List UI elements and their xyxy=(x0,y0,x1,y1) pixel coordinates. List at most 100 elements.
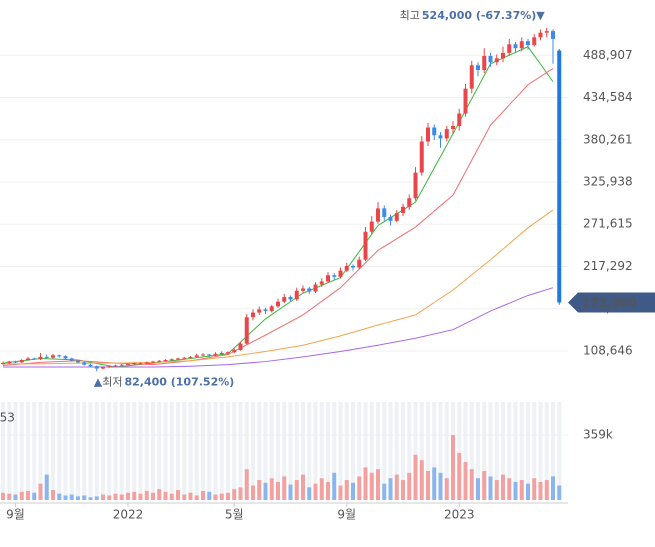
volume-bar xyxy=(176,490,180,500)
candle-body xyxy=(326,275,330,282)
candle-body xyxy=(238,343,243,350)
candle-body xyxy=(126,363,130,365)
candle-body xyxy=(426,127,430,142)
volume-bar xyxy=(351,482,355,500)
volume-bar xyxy=(238,487,243,500)
volume-stripe xyxy=(394,402,399,500)
volume-stripe xyxy=(476,402,480,500)
volume-bar xyxy=(451,434,455,500)
volume-bar xyxy=(332,472,337,500)
volume-stripe xyxy=(19,402,24,500)
candle-body xyxy=(501,52,505,59)
candle-body xyxy=(132,363,137,365)
candle-body xyxy=(388,216,393,221)
volume-stripe xyxy=(57,402,62,500)
volume-bar xyxy=(82,495,87,500)
volume-bar xyxy=(138,493,143,500)
volume-stripe xyxy=(388,402,393,500)
candle-body xyxy=(469,65,474,89)
candle-body xyxy=(463,88,468,114)
volume-stripe xyxy=(144,402,149,500)
volume-stripe xyxy=(288,402,293,500)
candle-body xyxy=(257,309,262,313)
moving-average xyxy=(3,209,554,365)
price-label-box xyxy=(568,292,655,313)
volume-bar xyxy=(426,471,430,500)
volume-stripe xyxy=(457,402,462,500)
candle-body xyxy=(207,354,212,356)
candle-body xyxy=(301,288,305,291)
volume-stripe xyxy=(444,402,449,500)
volume-stripe xyxy=(326,402,330,500)
candle-body xyxy=(551,31,555,39)
candle-body xyxy=(201,354,205,356)
volume-bar xyxy=(244,469,249,500)
candle-body xyxy=(94,366,99,369)
volume-stripe xyxy=(226,402,230,500)
volume-stripe xyxy=(132,402,137,500)
volume-stripe xyxy=(169,402,174,500)
candle-body xyxy=(138,363,143,365)
volume-stripe xyxy=(338,402,343,500)
candle-body xyxy=(213,353,218,356)
volume-stripe xyxy=(188,402,193,500)
candle-body xyxy=(363,231,368,260)
volume-stripe xyxy=(401,402,405,500)
candle-body xyxy=(344,265,349,271)
volume-stripe xyxy=(544,402,549,500)
volume-bar xyxy=(551,476,555,500)
volume-bar xyxy=(288,484,293,500)
candle-body xyxy=(32,358,37,360)
volume-stripe xyxy=(113,402,118,500)
volume-bar xyxy=(63,495,68,500)
volume-bar xyxy=(338,485,343,500)
candle-body xyxy=(263,309,268,312)
candle-body xyxy=(407,198,412,207)
volume-stripe xyxy=(26,402,30,500)
volume-bar xyxy=(132,491,137,500)
volume-bar xyxy=(38,483,43,500)
volume-stripe xyxy=(182,402,187,500)
candle-body xyxy=(244,317,249,344)
volume-bar xyxy=(219,493,224,500)
candle-body xyxy=(507,44,512,53)
volume-stripe xyxy=(238,402,243,500)
volume-bar xyxy=(101,494,105,500)
volume-stripe xyxy=(126,402,130,500)
candle-body xyxy=(26,358,30,361)
volume-bar xyxy=(169,493,174,500)
volume-bar xyxy=(369,472,374,500)
volume-stripe xyxy=(82,402,87,500)
volume-bar xyxy=(488,476,493,500)
candle-body xyxy=(394,213,399,221)
volume-bar xyxy=(19,491,24,500)
moving-average xyxy=(2,68,554,366)
volume-stripe xyxy=(201,402,205,500)
candle-body xyxy=(276,301,280,307)
candle-body xyxy=(282,297,287,302)
x-tick-label: 2023 xyxy=(444,508,475,522)
volume-stripe xyxy=(269,402,274,500)
volume-bar xyxy=(151,492,155,500)
volume-stripe xyxy=(482,402,487,500)
candle-body xyxy=(332,275,337,277)
volume-stripe xyxy=(44,402,49,500)
y-tick-label: 359k xyxy=(583,427,613,441)
volume-bar xyxy=(432,467,437,500)
y-tick-label: 380,261 xyxy=(583,132,633,146)
annotation-value: 82,400 (107.52%) xyxy=(124,375,234,388)
volume-stripe xyxy=(501,402,505,500)
volume-stripe xyxy=(551,402,555,500)
candle-body xyxy=(169,359,174,361)
volume-bar xyxy=(532,478,537,500)
low-annotation: ▲최저 82,400 (107.52%) xyxy=(94,375,235,388)
volume-stripe xyxy=(351,402,355,500)
volume-stripe xyxy=(119,402,124,500)
volume-stripe xyxy=(7,402,12,500)
volume-bar xyxy=(526,483,530,500)
volume-bar xyxy=(213,494,218,500)
volume-stripe xyxy=(157,402,162,500)
annotation-value: 524,000 (-67.37%) xyxy=(422,9,536,22)
volume-stripe xyxy=(557,402,562,500)
volume-stripe xyxy=(163,402,168,500)
